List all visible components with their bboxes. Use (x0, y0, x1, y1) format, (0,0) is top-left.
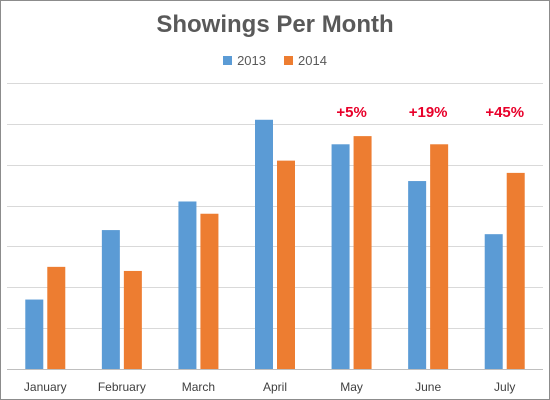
x-tick-label: May (340, 380, 363, 394)
bar-2014-june (430, 144, 449, 369)
bar-2014-july (506, 172, 525, 369)
x-tick-label: March (182, 380, 215, 394)
bar-2013-july (484, 234, 503, 369)
x-tick-label: June (415, 380, 441, 394)
legend-label-2014: 2014 (298, 53, 327, 68)
legend-swatch-2013 (223, 56, 233, 65)
bar-2013-june (408, 181, 427, 369)
bar-2013-may (331, 144, 350, 369)
bar-2014-february (123, 270, 142, 369)
bar-2014-january (47, 266, 66, 369)
legend-item-2014: 2014 (284, 53, 327, 68)
x-tick-label: July (494, 380, 515, 394)
bar-2014-march (200, 213, 219, 369)
bar-2013-april (255, 119, 273, 370)
legend-item-2013: 2013 (223, 53, 266, 68)
x-tick-label: January (24, 380, 67, 394)
annotation-label: +45% (485, 104, 524, 121)
bar-2014-may (353, 136, 372, 369)
chart-title: Showings Per Month (156, 11, 394, 38)
legend-swatch-2014 (284, 56, 293, 65)
chart-legend: 2013 2014 (1, 53, 549, 68)
x-tick-label: February (98, 380, 146, 394)
bar-2013-february (101, 230, 120, 369)
bar-2013-march (178, 201, 197, 369)
annotation-label: +19% (409, 104, 448, 121)
x-tick-label: April (263, 380, 287, 394)
bar-2013-january (25, 299, 44, 369)
bar-2014-april (277, 160, 295, 369)
annotation-label: +5% (336, 104, 366, 121)
legend-label-2013: 2013 (237, 53, 266, 68)
